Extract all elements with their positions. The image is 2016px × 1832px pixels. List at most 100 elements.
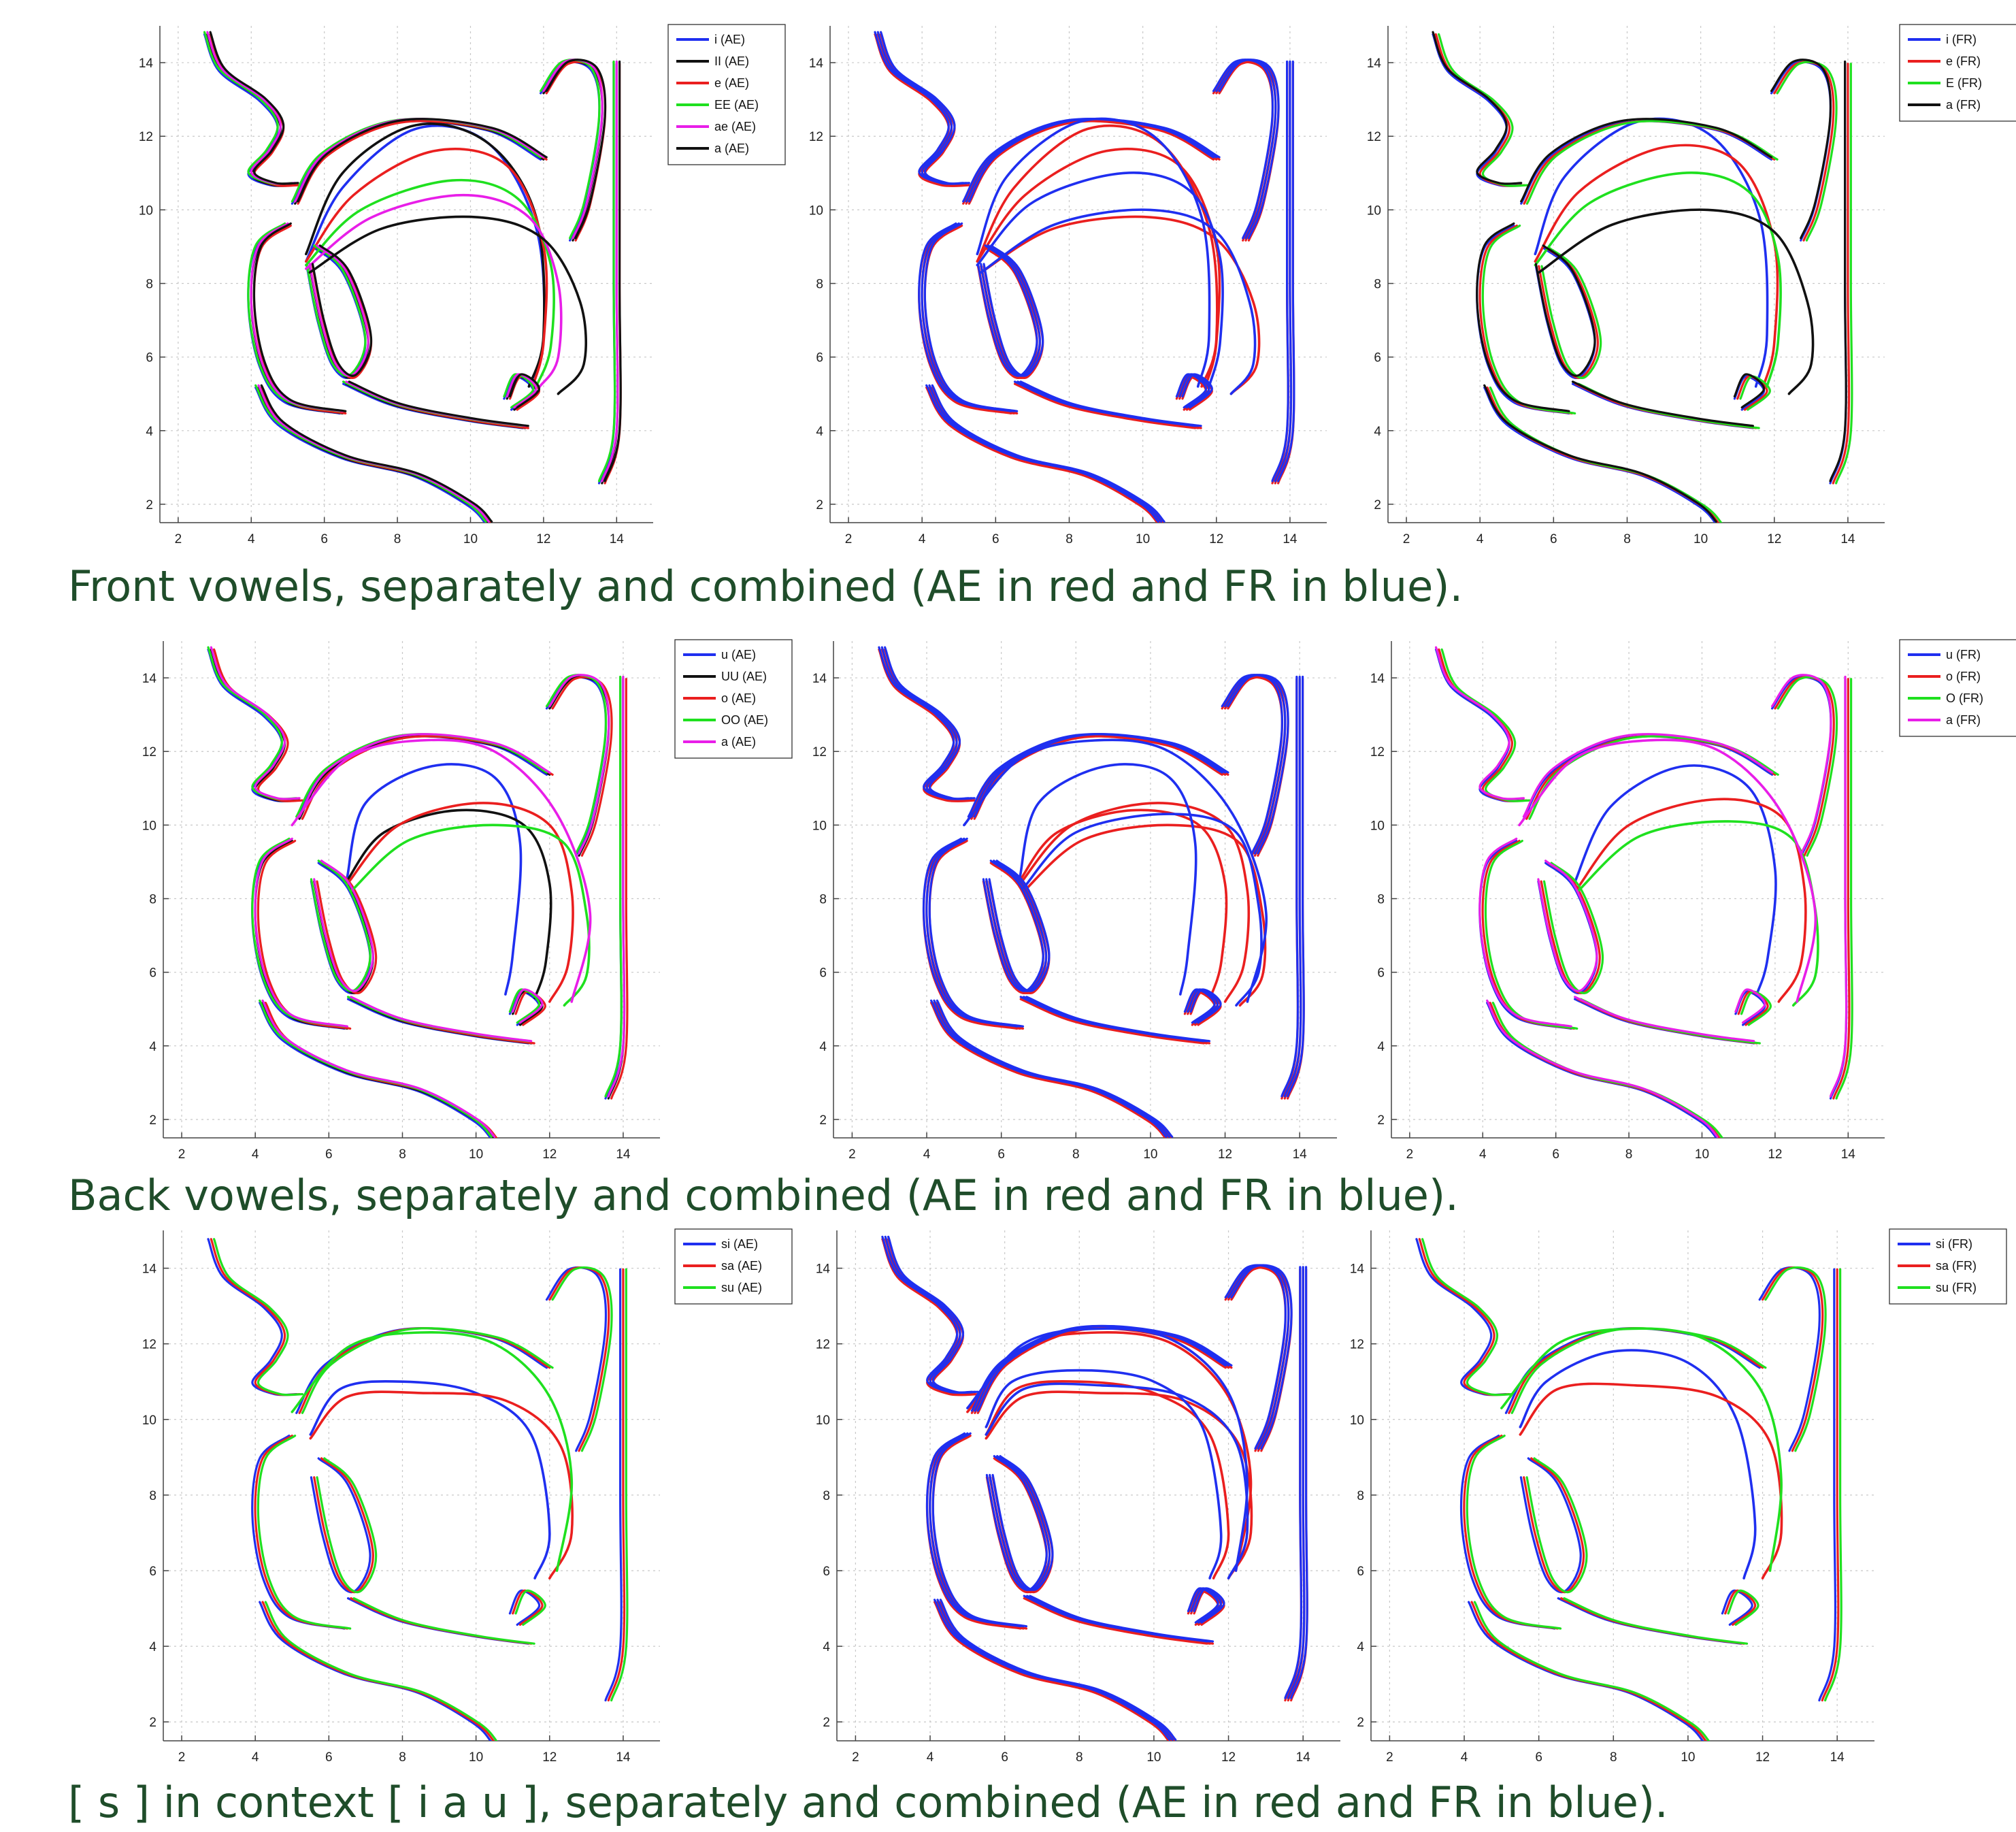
y-tick-label: 2 (146, 498, 153, 512)
larynx-contour (1175, 373, 1208, 409)
tongue-contour (1500, 1327, 1783, 1572)
chart-panel-9: 2 4 6 8 10 12 14 2 4 6 8 10 12 14 si (FR) sa (FR) su (FR… (1350, 1228, 2007, 1765)
incisor-contour (1525, 1457, 1588, 1594)
tongue-floor-contour (1017, 380, 1200, 427)
legend-label: e (FR) (1946, 54, 1981, 68)
series-4 (878, 646, 1300, 1138)
jaw-contour (1468, 1601, 1704, 1741)
legend: si (AE) sa (AE) su (AE) (674, 1228, 793, 1305)
x-tick-label: 6 (1550, 532, 1557, 546)
legend-label: si (AE) (721, 1237, 758, 1251)
lip-nose-contour (1434, 646, 1525, 800)
x-tick-label: 4 (1461, 1750, 1468, 1765)
x-tick-label: 6 (997, 1147, 1005, 1162)
jaw-contour (936, 999, 1174, 1138)
palate-contour (301, 1327, 554, 1414)
tongue-contour (309, 1390, 574, 1580)
larynx-contour (1187, 1587, 1219, 1624)
x-tick-label: 10 (469, 1750, 483, 1765)
y-tick-label: 6 (1357, 1565, 1364, 1579)
y-tick-label: 2 (1377, 1113, 1385, 1128)
tongue-floor-contour (352, 998, 535, 1045)
pharynx-wall-contour (604, 60, 622, 482)
lower-lip-contour (252, 222, 347, 412)
jaw-contour (261, 999, 496, 1138)
series-1 (1434, 648, 1848, 1138)
tongue-floor-contour (350, 996, 533, 1043)
pharynx-wall-contour (601, 60, 619, 482)
larynx-contour (1724, 1589, 1757, 1626)
plot-area (207, 1238, 629, 1741)
lip-nose-contour (884, 1235, 976, 1394)
velum-contour (1215, 59, 1277, 240)
jaw-contour (264, 1601, 498, 1741)
y-tick-label: 2 (819, 1113, 827, 1128)
tongue-floor-contour (1576, 998, 1758, 1045)
velum-contour (1221, 674, 1283, 855)
legend: i (AE) II (AE) e (AE) EE (AE) ae (AE) a (AE) (667, 24, 786, 165)
tongue-floor-contour (1571, 380, 1754, 427)
palate-contour (298, 733, 551, 818)
legend-box (667, 24, 786, 165)
jaw-contour (260, 386, 493, 523)
chart-panel-3: 2 4 6 8 10 12 14 2 4 6 8 10 12 14 i (FR) e (FR) E (FR) a … (1367, 24, 2016, 546)
tongue-contour (1534, 144, 1779, 388)
y-tick-label: 4 (149, 1640, 156, 1654)
y-tick-label: 8 (1357, 1489, 1364, 1503)
x-tick-label: 6 (325, 1750, 333, 1765)
palate-contour (973, 733, 1229, 818)
jaw-contour (1491, 1001, 1724, 1138)
x-tick-label: 12 (1768, 1147, 1782, 1162)
jaw-contour (257, 386, 490, 523)
lip-nose-contour (1421, 1238, 1513, 1396)
x-tick-label: 14 (1841, 1147, 1856, 1162)
y-tick-label: 10 (142, 1413, 156, 1428)
x-tick-label: 12 (536, 532, 550, 546)
series-5 (876, 31, 1293, 523)
caption-front-vowels: Front vowels, separately and combined (A… (68, 561, 1464, 611)
x-tick-label: 4 (1479, 1147, 1487, 1162)
series-2 (210, 1238, 626, 1741)
series-6 (209, 31, 622, 523)
tongue-floor-contour (1574, 996, 1755, 1043)
y-tick-label: 14 (1370, 672, 1385, 686)
y-tick-label: 10 (809, 203, 823, 218)
y-tick-label: 8 (819, 893, 827, 907)
legend-label: a (FR) (1946, 713, 1981, 727)
x-tick-label: 12 (1218, 1147, 1232, 1162)
larynx-contour (503, 373, 535, 409)
tongue-floor-contour (1560, 1597, 1745, 1645)
x-tick-label: 14 (1283, 532, 1298, 546)
x-tick-label: 10 (463, 532, 478, 546)
tongue-contour (1019, 763, 1197, 996)
velum-contour (1224, 1264, 1287, 1450)
jaw-contour (260, 384, 493, 523)
series-4 (881, 1235, 1303, 1741)
y-tick-label: 4 (1374, 425, 1381, 439)
legend: u (AE) UU (AE) o (AE) OO (AE) a (AE) (674, 639, 793, 759)
pharynx-wall-contour (610, 678, 629, 1100)
velum-contour (540, 59, 601, 240)
y-tick-label: 2 (823, 1716, 830, 1730)
jaw-contour (925, 386, 1159, 523)
legend-label: OO (AE) (721, 713, 768, 727)
palate-contour (968, 118, 1221, 203)
palate-contour (976, 1324, 1233, 1412)
x-tick-label: 6 (320, 532, 328, 546)
y-tick-label: 6 (146, 351, 153, 365)
y-tick-label: 2 (149, 1113, 156, 1128)
lip-nose-contour (880, 31, 970, 185)
tongue-contour (1534, 171, 1782, 388)
x-tick-label: 6 (992, 532, 999, 546)
tongue-floor-contour (1571, 382, 1754, 429)
palate-contour (1520, 118, 1773, 203)
x-tick-label: 4 (252, 1750, 259, 1765)
jaw-contour (1486, 999, 1719, 1138)
lower-lip-contour (1478, 837, 1572, 1028)
velum-contour (1218, 61, 1280, 242)
tongue-contour (1019, 808, 1228, 1000)
velum-contour (1773, 61, 1835, 242)
tongue-contour (346, 763, 523, 996)
series-1 (878, 648, 1300, 1138)
